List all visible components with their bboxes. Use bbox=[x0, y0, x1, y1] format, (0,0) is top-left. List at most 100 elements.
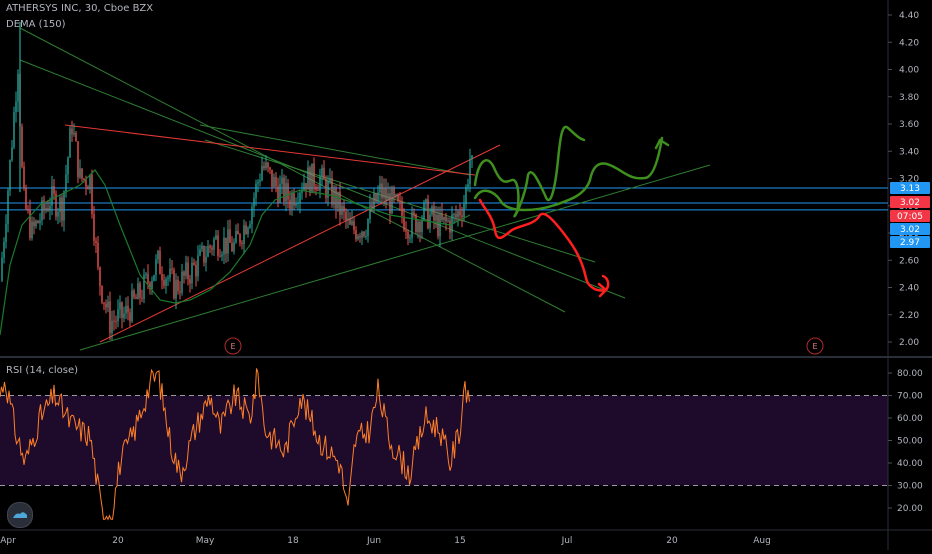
candle-body bbox=[215, 235, 217, 240]
candle-body bbox=[437, 214, 439, 237]
y-tick-label: 2.00 bbox=[899, 338, 919, 348]
candle-body bbox=[161, 274, 163, 280]
candles-group bbox=[1, 69, 473, 341]
candle-body bbox=[109, 301, 111, 333]
candle-body bbox=[233, 242, 235, 252]
rsi-y-tick-label: 30.00 bbox=[897, 482, 923, 492]
y-tick-label: 2.20 bbox=[899, 311, 919, 321]
candle-body bbox=[235, 230, 237, 243]
candle-body bbox=[91, 174, 93, 215]
candle-body bbox=[353, 221, 355, 231]
rsi-line bbox=[0, 368, 470, 521]
candle-body bbox=[143, 275, 145, 299]
candle-body bbox=[105, 303, 107, 308]
candle-body bbox=[273, 176, 275, 188]
candle-body bbox=[289, 199, 291, 209]
candle-body bbox=[85, 178, 87, 187]
candle-body bbox=[341, 205, 343, 215]
x-tick-label: Jul bbox=[561, 536, 573, 546]
candle-body bbox=[147, 273, 149, 283]
bearish-projection-path bbox=[478, 198, 610, 298]
candle-body bbox=[135, 297, 137, 299]
candle-body bbox=[467, 184, 469, 188]
candle-body bbox=[283, 177, 285, 202]
candle-body bbox=[29, 209, 31, 239]
candle-body bbox=[455, 214, 457, 218]
candle-body bbox=[27, 208, 29, 210]
candle-body bbox=[163, 279, 165, 286]
candle-body bbox=[393, 188, 395, 197]
candle-body bbox=[123, 313, 125, 318]
candle-body bbox=[219, 255, 221, 257]
candle-body bbox=[171, 268, 173, 270]
candle-body bbox=[401, 202, 403, 217]
candle-body bbox=[81, 168, 83, 179]
y-tick-label: 2.60 bbox=[899, 256, 919, 266]
candle-body bbox=[329, 178, 331, 182]
trend-line-red bbox=[99, 144, 501, 343]
price-tag: 3.02 bbox=[890, 196, 930, 208]
candle-body bbox=[185, 262, 187, 276]
candle-body bbox=[207, 245, 209, 257]
candle-body bbox=[279, 183, 281, 203]
candle-body bbox=[267, 162, 269, 168]
candle-body bbox=[423, 202, 425, 220]
candle-body bbox=[223, 237, 225, 255]
candle-body bbox=[383, 188, 385, 199]
rsi-y-tick-label: 60.00 bbox=[897, 414, 923, 424]
candle-body bbox=[343, 205, 345, 212]
candle-body bbox=[73, 132, 75, 135]
x-tick-label: May bbox=[196, 536, 215, 546]
candle-body bbox=[293, 193, 295, 206]
candle-body bbox=[71, 128, 73, 135]
candle-body bbox=[345, 211, 347, 221]
tradingview-logo-icon[interactable] bbox=[7, 502, 33, 528]
candle-body bbox=[387, 193, 389, 201]
price-tag: 3.13 bbox=[890, 182, 930, 194]
candle-body bbox=[275, 176, 277, 187]
candle-body bbox=[397, 194, 399, 201]
candle-body bbox=[149, 282, 151, 290]
candle-body bbox=[399, 200, 401, 203]
candle-body bbox=[103, 302, 105, 304]
candle-body bbox=[421, 219, 423, 232]
candle-body bbox=[49, 205, 51, 211]
candle-body bbox=[33, 221, 35, 227]
rsi-legend: RSI (14, close) bbox=[6, 365, 79, 376]
dema-legend: DEMA (150) bbox=[6, 19, 66, 30]
candle-body bbox=[249, 224, 251, 228]
candle-body bbox=[191, 262, 193, 284]
candle-body bbox=[111, 320, 113, 333]
candle-body bbox=[193, 262, 195, 265]
candle-body bbox=[231, 242, 233, 252]
candle-body bbox=[385, 188, 387, 201]
x-tick-label: Apr bbox=[0, 536, 16, 546]
candle-body bbox=[327, 181, 329, 198]
candle-body bbox=[93, 214, 95, 241]
y-tick-label: 3.80 bbox=[899, 93, 919, 103]
candle-body bbox=[443, 216, 445, 220]
candle-body bbox=[151, 280, 153, 290]
candle-body bbox=[335, 188, 337, 209]
candle-body bbox=[173, 269, 175, 299]
candle-body bbox=[61, 197, 63, 221]
candle-body bbox=[51, 186, 53, 206]
candle-body bbox=[55, 193, 57, 217]
candle-body bbox=[253, 197, 255, 208]
candle-body bbox=[97, 242, 99, 268]
candle-body bbox=[461, 215, 463, 218]
candle-body bbox=[165, 279, 167, 286]
candle-body bbox=[59, 197, 61, 213]
candle-body bbox=[425, 199, 427, 203]
candle-body bbox=[157, 250, 159, 260]
candle-body bbox=[9, 160, 11, 191]
candle-body bbox=[31, 221, 33, 239]
candle-body bbox=[439, 213, 441, 237]
candle-body bbox=[45, 207, 47, 211]
candle-body bbox=[17, 74, 19, 102]
candle-body bbox=[313, 163, 315, 187]
candle-body bbox=[287, 183, 289, 200]
candle-body bbox=[3, 242, 5, 258]
